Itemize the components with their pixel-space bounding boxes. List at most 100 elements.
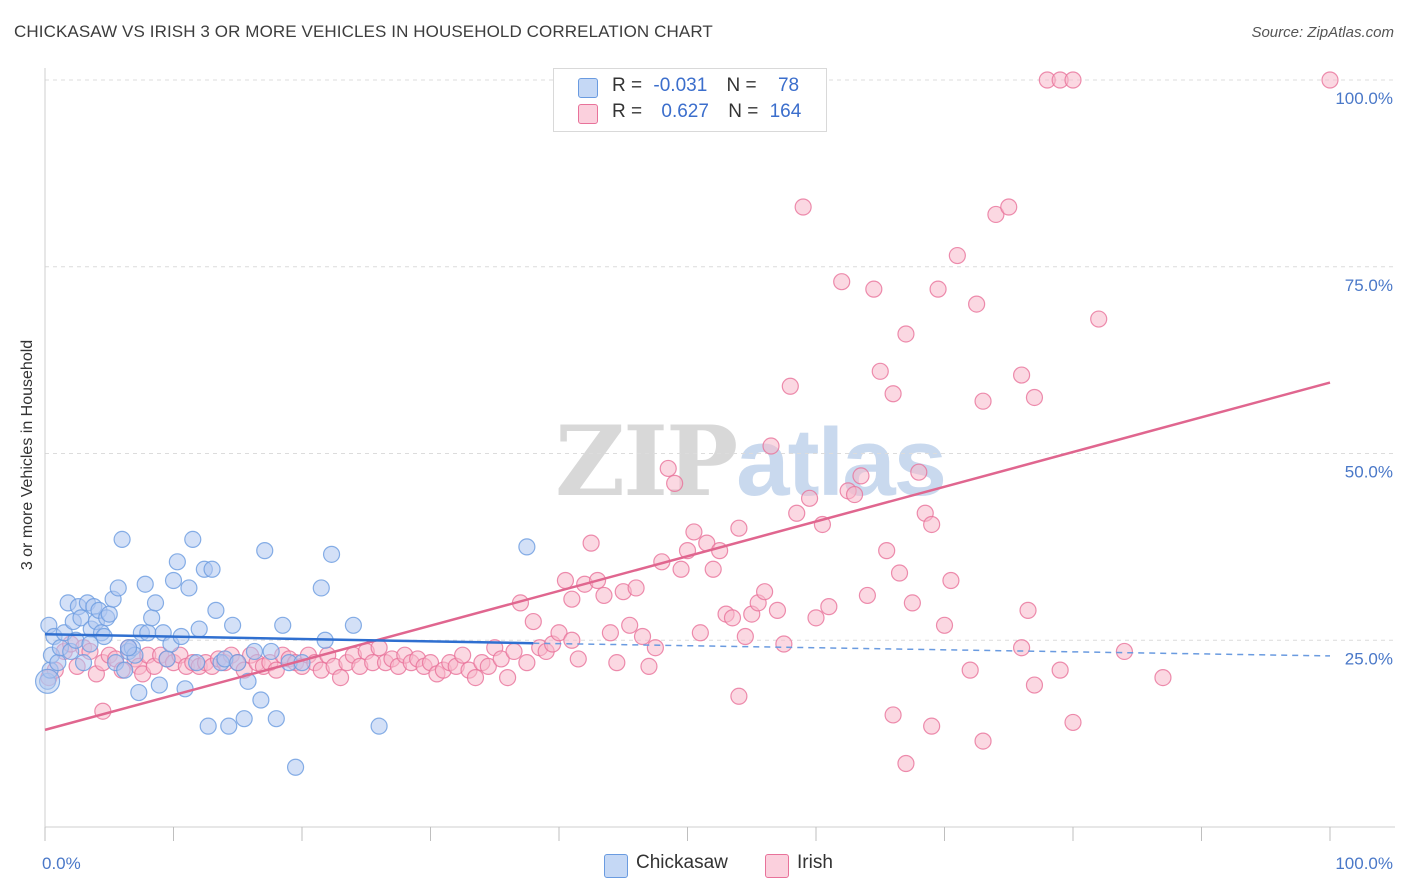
- legend-n-value: 78: [777, 75, 800, 96]
- data-point-irish: [556, 571, 575, 590]
- data-point-chickasaw: [312, 579, 330, 597]
- data-point-irish: [563, 590, 581, 608]
- legend-r-value: -0.031: [653, 75, 708, 96]
- data-point-irish: [666, 474, 684, 492]
- data-point-chickasaw: [113, 530, 131, 549]
- data-point-chickasaw: [245, 642, 264, 661]
- data-point-irish: [646, 639, 664, 657]
- data-point-irish: [723, 609, 742, 627]
- data-point-irish: [794, 198, 812, 216]
- data-point-irish: [730, 519, 748, 537]
- y-tick-label: 25.0%: [1345, 649, 1393, 668]
- data-point-irish: [987, 205, 1005, 224]
- data-point-chickasaw: [262, 642, 280, 661]
- data-point-chickasaw: [518, 538, 536, 556]
- data-point-irish: [935, 616, 954, 634]
- data-point-irish: [890, 564, 909, 582]
- data-point-irish: [492, 650, 510, 668]
- data-point-irish: [910, 463, 928, 481]
- data-point-irish: [865, 280, 883, 298]
- data-point-irish: [923, 717, 941, 735]
- data-point-irish: [974, 392, 992, 410]
- data-point-irish: [505, 642, 523, 661]
- data-point-irish: [807, 609, 825, 627]
- data-point-irish: [1025, 388, 1044, 407]
- data-point-irish: [755, 583, 774, 601]
- data-point-irish: [897, 754, 915, 773]
- legend-r-value: 0.627: [661, 101, 709, 122]
- data-point-chickasaw: [344, 616, 362, 634]
- data-point-chickasaw: [168, 553, 186, 571]
- trendline-chickasaw: [44, 633, 534, 645]
- data-point-chickasaw: [190, 620, 208, 638]
- data-point-irish: [833, 273, 851, 291]
- data-point-chickasaw: [180, 579, 198, 597]
- data-point-chickasaw: [116, 661, 134, 679]
- data-point-irish: [601, 624, 620, 642]
- data-point-irish: [331, 668, 350, 687]
- data-point-irish: [621, 616, 639, 634]
- data-point-irish: [788, 504, 806, 522]
- data-point-irish: [852, 467, 870, 485]
- bottom-legend-swatch-chickasaw: [604, 854, 628, 878]
- data-point-irish: [608, 654, 626, 672]
- legend-swatch-irish: [578, 104, 598, 124]
- data-point-irish: [640, 657, 658, 675]
- data-point-chickasaw: [119, 639, 138, 657]
- data-point-irish: [1000, 198, 1018, 216]
- data-point-irish: [633, 627, 652, 646]
- data-point-chickasaw: [235, 710, 253, 728]
- data-point-irish: [479, 657, 497, 675]
- data-point-irish: [820, 598, 838, 616]
- data-point-irish: [897, 325, 915, 343]
- data-point-chickasaw: [229, 654, 247, 672]
- data-point-irish: [884, 385, 902, 403]
- data-point-chickasaw: [100, 605, 118, 623]
- data-point-irish: [1025, 676, 1044, 694]
- data-point-chickasaw: [203, 560, 221, 578]
- data-point-irish: [800, 489, 819, 507]
- data-point-chickasaw: [322, 545, 341, 563]
- legend-n-value: 164: [769, 101, 802, 122]
- data-point-chickasaw: [130, 683, 148, 702]
- data-point-irish: [1019, 601, 1037, 619]
- data-point-irish: [768, 601, 787, 619]
- x-tick-label: 0.0%: [42, 854, 81, 873]
- data-point-irish: [1064, 713, 1082, 732]
- data-point-irish: [1051, 661, 1069, 679]
- data-point-chickasaw: [286, 758, 305, 776]
- data-point-irish: [730, 687, 748, 705]
- data-point-chickasaw: [81, 635, 99, 653]
- data-point-irish: [524, 612, 542, 631]
- data-point-irish: [466, 668, 485, 687]
- data-point-chickasaw: [146, 594, 165, 612]
- legend-n-label: N =: [726, 75, 757, 96]
- data-point-irish: [1090, 310, 1108, 328]
- data-point-chickasaw: [136, 575, 154, 593]
- legend-swatch-chickasaw: [578, 78, 598, 98]
- data-point-irish: [1012, 639, 1031, 657]
- data-point-irish: [858, 586, 877, 605]
- data-point-irish: [1154, 668, 1172, 687]
- data-point-irish: [569, 650, 587, 668]
- y-tick-label: 75.0%: [1345, 276, 1393, 295]
- data-point-irish: [923, 515, 941, 534]
- data-point-irish: [903, 594, 921, 612]
- data-point-irish: [845, 485, 864, 504]
- data-point-chickasaw: [188, 654, 206, 672]
- data-point-irish: [1321, 71, 1339, 89]
- data-point-irish: [685, 523, 703, 541]
- data-point-irish: [499, 668, 517, 687]
- chart-title: CHICKASAW VS IRISH 3 OR MORE VEHICLES IN…: [14, 22, 713, 41]
- legend-r-label: R =: [612, 75, 643, 96]
- trendline-irish: [44, 381, 1331, 732]
- data-point-chickasaw: [139, 624, 157, 642]
- data-point-irish: [974, 732, 992, 750]
- data-point-irish: [672, 560, 690, 578]
- bottom-legend-swatch-irish: [765, 854, 789, 878]
- data-point-chickasaw: [267, 710, 285, 728]
- data-point-irish: [550, 624, 568, 642]
- bottom-legend: Chickasaw Irish: [0, 852, 1406, 878]
- data-point-irish: [595, 586, 613, 605]
- data-point-irish: [968, 295, 986, 313]
